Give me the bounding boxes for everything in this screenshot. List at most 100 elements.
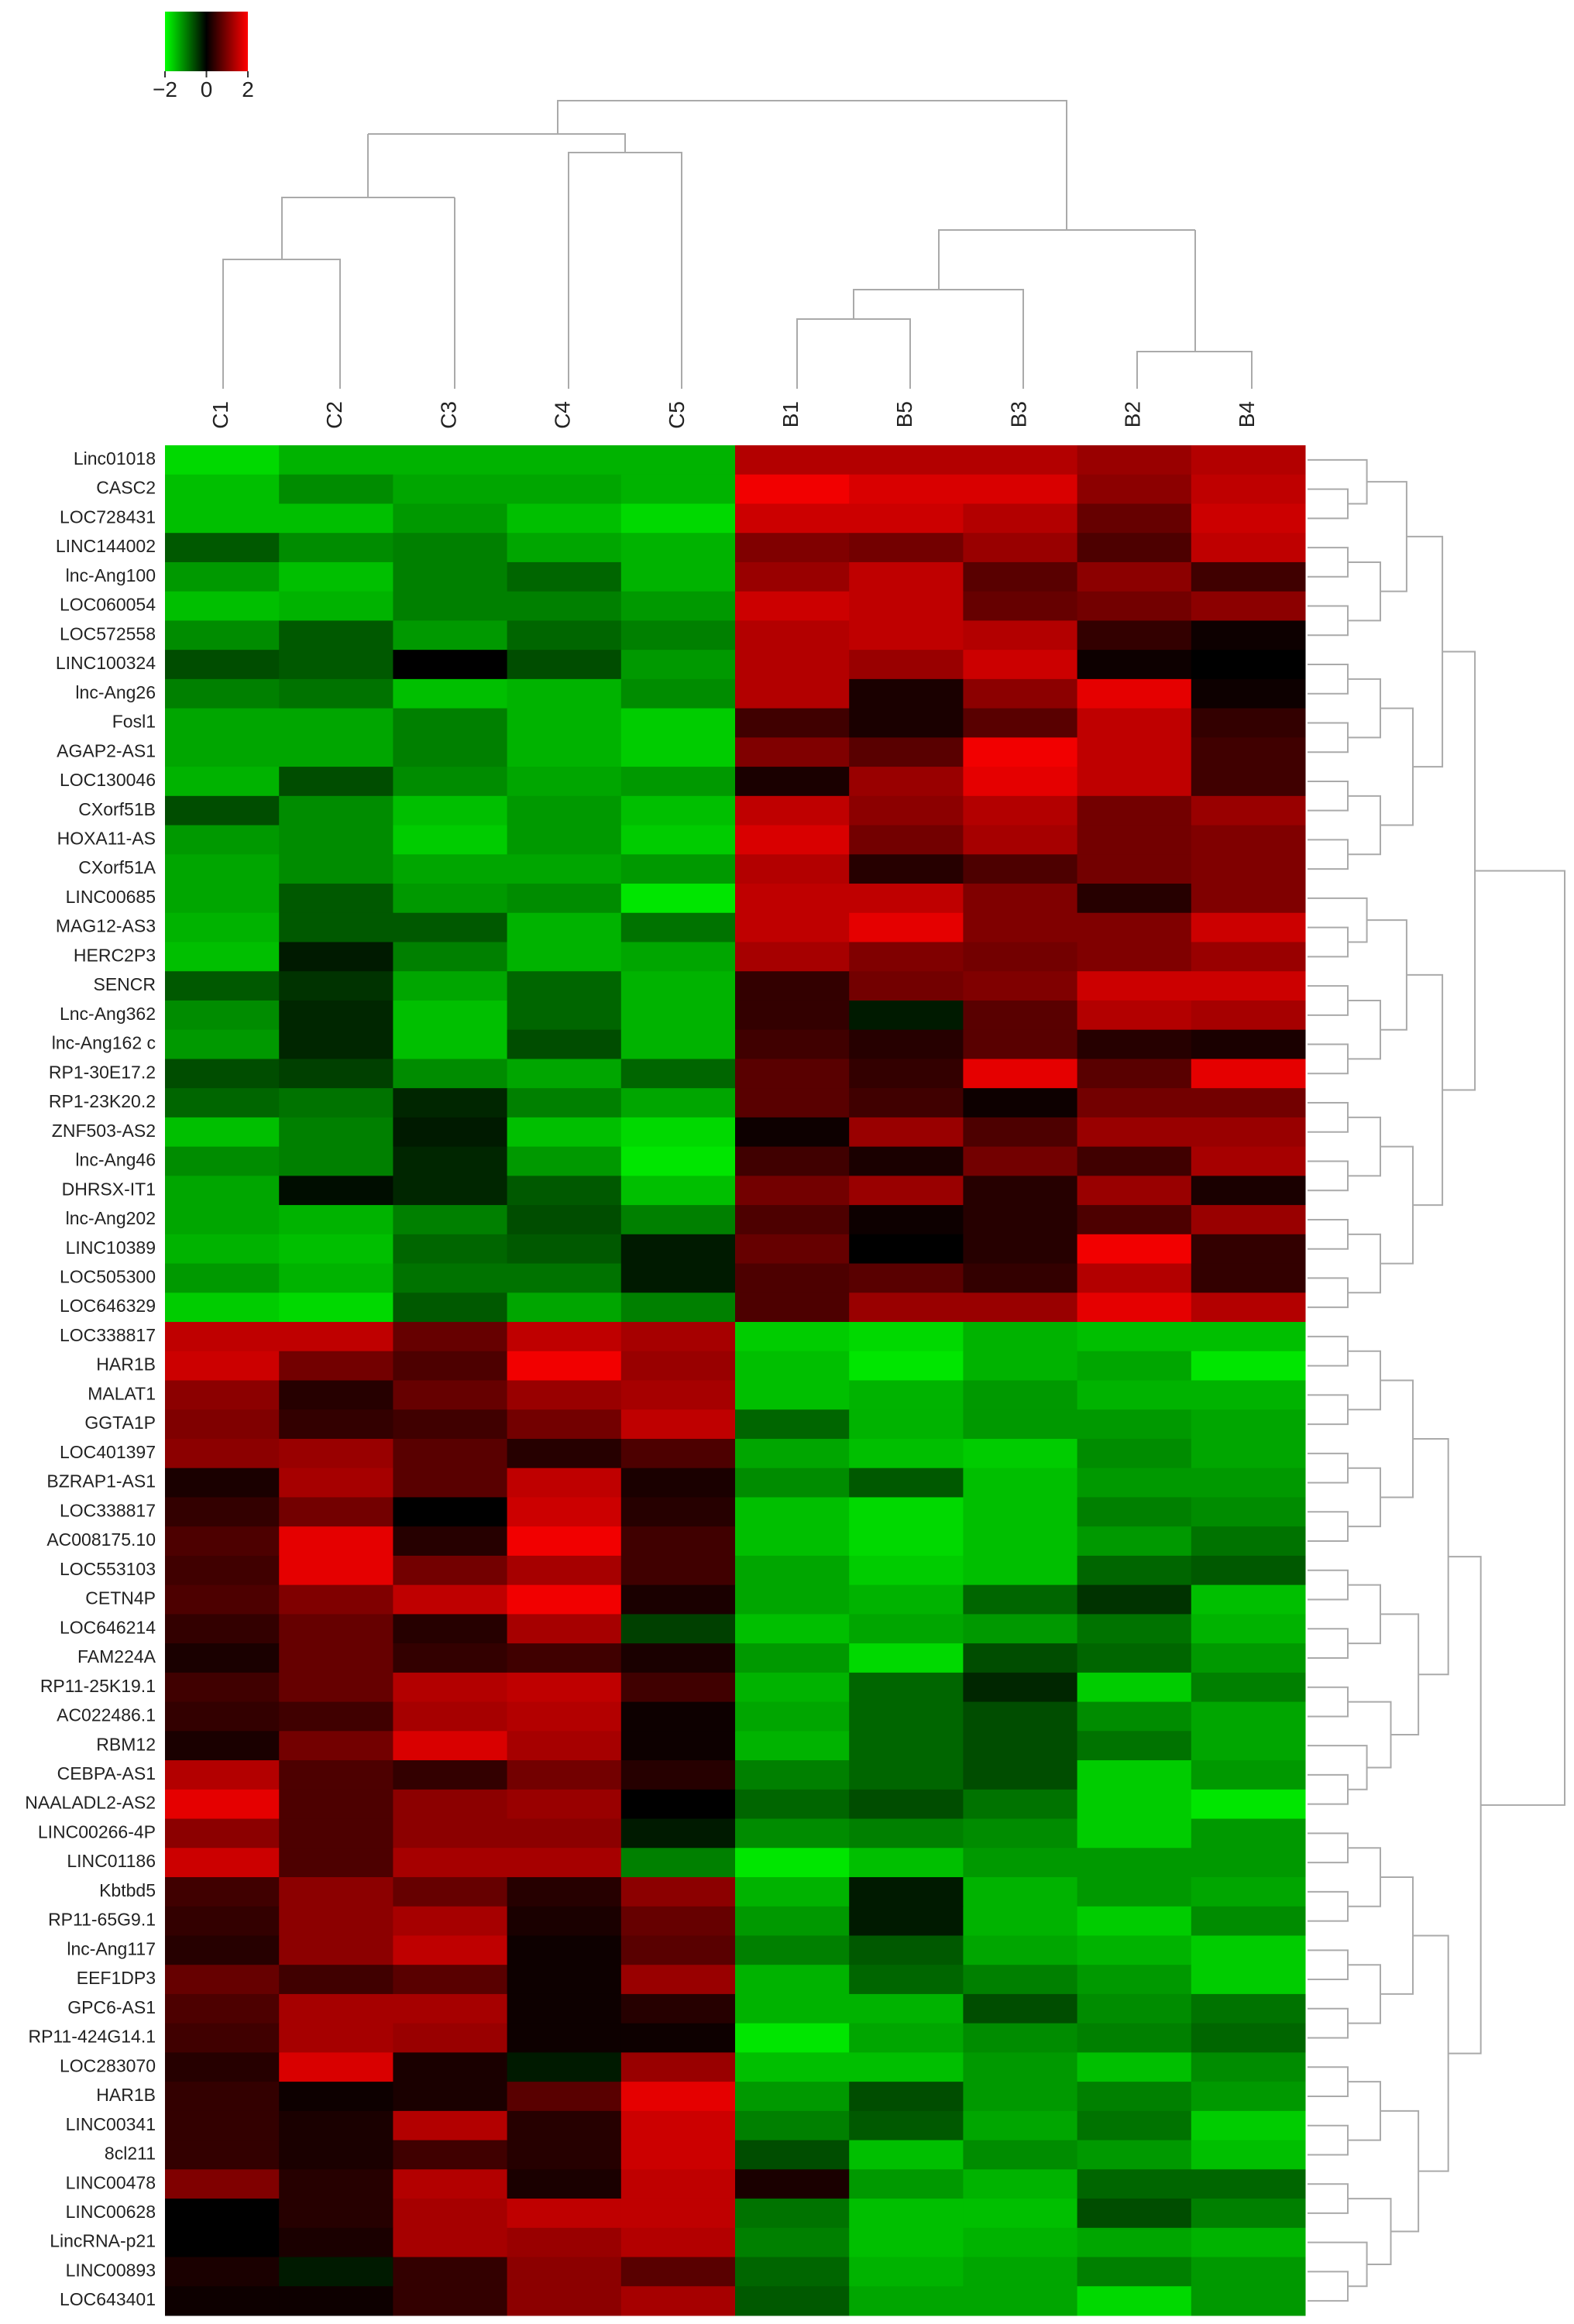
heatmap-cell — [393, 2023, 508, 2053]
heatmap-cell — [393, 1643, 508, 1673]
heatmap-cell — [849, 1000, 964, 1031]
heatmap-cell — [1077, 1993, 1192, 2024]
heatmap-cell — [165, 2169, 280, 2199]
heatmap-cell — [849, 2082, 964, 2112]
heatmap-cell — [849, 561, 964, 592]
heatmap-cell — [393, 1468, 508, 1498]
heatmap-cell — [1191, 2257, 1306, 2287]
row-label: LINC100324 — [56, 653, 156, 673]
heatmap-cell — [279, 2023, 394, 2053]
heatmap-cell — [165, 2199, 280, 2229]
heatmap-cell — [279, 2110, 394, 2141]
heatmap-cell — [1191, 620, 1306, 651]
heatmap-cell — [963, 971, 1078, 1001]
heatmap-cell — [1191, 650, 1306, 680]
heatmap-cell — [620, 1614, 736, 1644]
heatmap-cell — [165, 942, 280, 972]
heatmap-cell — [963, 474, 1078, 504]
heatmap-cell — [963, 1351, 1078, 1381]
heatmap-cell — [393, 825, 508, 855]
heatmap-cell — [1191, 1935, 1306, 1965]
heatmap-cell — [963, 1409, 1078, 1440]
heatmap-cell — [393, 1614, 508, 1644]
heatmap-cell — [1077, 1059, 1192, 1089]
heatmap-cell — [279, 767, 394, 797]
heatmap-cell — [1077, 533, 1192, 563]
heatmap-cell — [165, 912, 280, 942]
heatmap-cell — [620, 854, 736, 884]
heatmap-cell — [279, 1614, 394, 1644]
heatmap-cell — [735, 474, 850, 504]
heatmap-cell — [849, 1993, 964, 2024]
heatmap-cell — [620, 737, 736, 767]
row-label: NAALADL2-AS2 — [25, 1793, 156, 1813]
heatmap-cell — [735, 620, 850, 651]
heatmap-cell — [849, 795, 964, 826]
heatmap-cell — [1191, 2052, 1306, 2082]
heatmap-cell — [963, 445, 1078, 475]
heatmap-cell — [507, 1584, 622, 1615]
heatmap-cell — [1077, 767, 1192, 797]
heatmap-cell — [735, 767, 850, 797]
heatmap-cell — [620, 1468, 736, 1498]
heatmap-cell — [620, 884, 736, 914]
heatmap-cell — [507, 591, 622, 621]
heatmap-cell — [620, 1409, 736, 1440]
heatmap-cell — [849, 1789, 964, 1820]
heatmap-cell — [849, 912, 964, 942]
heatmap-cell — [1077, 1555, 1192, 1586]
heatmap-cell — [963, 1731, 1078, 1761]
heatmap-cell — [507, 912, 622, 942]
row-label: LOC728431 — [60, 506, 156, 527]
heatmap-cell — [1077, 708, 1192, 738]
heatmap-cell — [507, 1965, 622, 1995]
heatmap-cell — [735, 737, 850, 767]
heatmap-cell — [735, 1614, 850, 1644]
heatmap-cell — [620, 1088, 736, 1118]
heatmap-cell — [165, 1614, 280, 1644]
heatmap-cell — [393, 1176, 508, 1206]
heatmap-cell — [1191, 1029, 1306, 1059]
heatmap-cell — [393, 591, 508, 621]
heatmap-cell — [507, 1818, 622, 1849]
heatmap-cell — [393, 1292, 508, 1323]
heatmap-cell — [620, 912, 736, 942]
heatmap-cell — [507, 1146, 622, 1176]
heatmap-cell — [1077, 1643, 1192, 1673]
heatmap-cell — [279, 912, 394, 942]
heatmap-cell — [165, 650, 280, 680]
heatmap-cell — [1191, 795, 1306, 826]
heatmap-cell — [620, 1789, 736, 1820]
heatmap-cell — [507, 971, 622, 1001]
heatmap-cell — [735, 2286, 850, 2316]
heatmap-cell — [620, 795, 736, 826]
row-label: 8cl211 — [105, 2144, 156, 2164]
heatmap-cell — [735, 1059, 850, 1089]
heatmap-cell — [165, 561, 280, 592]
heatmap-cell — [165, 1322, 280, 1352]
heatmap-cell — [507, 1263, 622, 1293]
heatmap-cell — [849, 445, 964, 475]
row-label: CXorf51B — [78, 799, 156, 819]
row-label: HERC2P3 — [74, 945, 156, 965]
heatmap-cell — [1191, 971, 1306, 1001]
heatmap-cell — [963, 2140, 1078, 2170]
heatmap-cell — [735, 1205, 850, 1235]
row-label: LINC10389 — [66, 1238, 156, 1258]
row-label: LOC283070 — [60, 2055, 156, 2075]
heatmap-cell — [165, 678, 280, 709]
heatmap-cell — [849, 2199, 964, 2229]
heatmap-cell — [849, 2227, 964, 2258]
column-label: B4 — [1235, 401, 1259, 427]
heatmap-cell — [963, 1672, 1078, 1703]
heatmap-cell — [279, 1643, 394, 1673]
heatmap-cell — [507, 2110, 622, 2141]
heatmap-cell — [963, 620, 1078, 651]
heatmap-cell — [507, 2082, 622, 2112]
heatmap-cell — [393, 1701, 508, 1732]
heatmap-cell — [620, 561, 736, 592]
heatmap-cell — [393, 503, 508, 534]
heatmap-cell — [620, 825, 736, 855]
heatmap-cell — [165, 1965, 280, 1995]
